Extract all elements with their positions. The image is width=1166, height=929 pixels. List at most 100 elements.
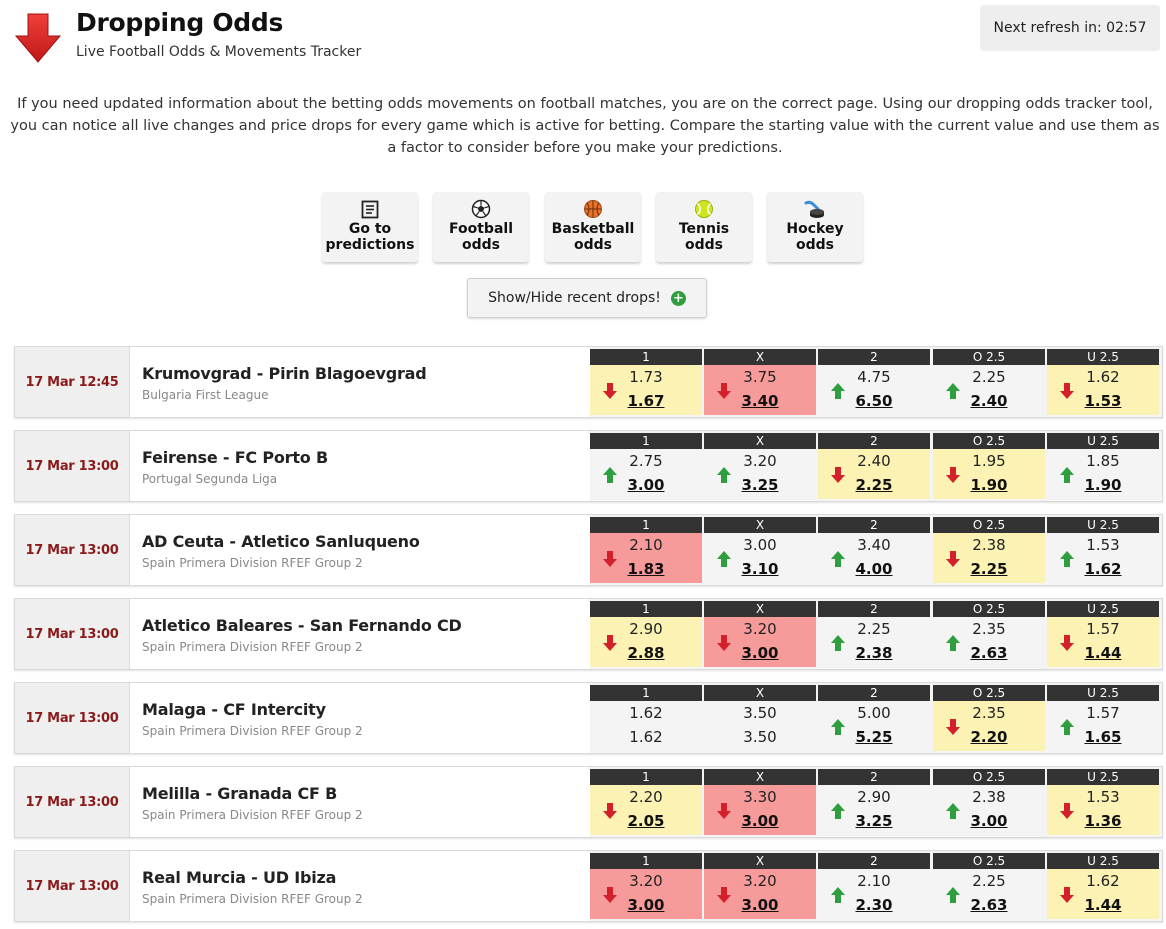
- odds-cell[interactable]: 1 2.20 2.05: [590, 769, 702, 835]
- odds-cell[interactable]: X 3.20 3.00: [704, 853, 816, 919]
- odds-cell[interactable]: O 2.5 2.25 2.63: [933, 853, 1045, 919]
- match-teams[interactable]: Feirense - FC Porto B: [142, 448, 328, 467]
- current-odds[interactable]: 4.00: [855, 560, 893, 578]
- odds-cell[interactable]: 1 1.62 1.62: [590, 685, 702, 751]
- basketball-odds-button[interactable]: Basketball odds: [545, 192, 641, 262]
- current-odds[interactable]: 3.50: [743, 728, 777, 746]
- current-odds[interactable]: 5.25: [855, 728, 893, 746]
- current-odds[interactable]: 2.38: [855, 644, 893, 662]
- odds-cell[interactable]: U 2.5 1.62 1.53: [1047, 349, 1159, 415]
- current-odds[interactable]: 3.00: [627, 896, 665, 914]
- current-odds[interactable]: 3.00: [627, 476, 665, 494]
- odds-cell[interactable]: O 2.5 2.35 2.20: [933, 685, 1045, 751]
- current-odds[interactable]: 1.83: [627, 560, 665, 578]
- odds-market-header: U 2.5: [1047, 601, 1159, 617]
- odds-market-header: 2: [818, 517, 930, 533]
- go-to-predictions-button[interactable]: Go to predictions: [322, 192, 418, 262]
- match-row[interactable]: 17 Mar 13:00 Atletico Baleares - San Fern…: [14, 598, 1163, 670]
- odds-cell[interactable]: X 3.20 3.00: [704, 601, 816, 667]
- football-odds-button[interactable]: Football odds: [433, 192, 529, 262]
- current-odds[interactable]: 2.20: [970, 728, 1008, 746]
- current-odds[interactable]: 1.62: [629, 728, 663, 746]
- match-teams[interactable]: Krumovgrad - Pirin Blagoevgrad: [142, 364, 427, 383]
- current-odds[interactable]: 2.25: [970, 560, 1008, 578]
- match-row[interactable]: 17 Mar 13:00 Feirense - FC Porto B Portuga…: [14, 430, 1163, 502]
- match-teams[interactable]: Malaga - CF Intercity: [142, 700, 326, 719]
- show-hide-recent-drops-button[interactable]: Show/Hide recent drops! +: [467, 278, 707, 318]
- odds-cell[interactable]: U 2.5 1.53 1.36: [1047, 769, 1159, 835]
- odds-up-arrow-icon: [603, 467, 617, 483]
- odds-cell[interactable]: 2 2.40 2.25: [818, 433, 930, 499]
- match-row[interactable]: 17 Mar 13:00 Real Murcia - UD Ibiza Spain …: [14, 850, 1163, 922]
- odds-cell[interactable]: O 2.5 2.25 2.40: [933, 349, 1045, 415]
- odds-cell[interactable]: 2 5.00 5.25: [818, 685, 930, 751]
- current-odds[interactable]: 1.44: [1084, 644, 1122, 662]
- odds-cell[interactable]: 2 2.10 2.30: [818, 853, 930, 919]
- current-odds[interactable]: 1.44: [1084, 896, 1122, 914]
- current-odds[interactable]: 3.10: [741, 560, 779, 578]
- odds-cell[interactable]: 1 2.75 3.00: [590, 433, 702, 499]
- current-odds[interactable]: 1.36: [1084, 812, 1122, 830]
- match-teams[interactable]: Melilla - Granada CF B: [142, 784, 338, 803]
- odds-market-header: 1: [590, 349, 702, 365]
- current-odds[interactable]: 3.00: [741, 812, 779, 830]
- odds-cell[interactable]: 1 1.73 1.67: [590, 349, 702, 415]
- odds-cell[interactable]: X 3.00 3.10: [704, 517, 816, 583]
- current-odds[interactable]: 2.40: [970, 392, 1008, 410]
- match-row[interactable]: 17 Mar 12:45 Krumovgrad - Pirin Blagoevgr…: [14, 346, 1163, 418]
- current-odds[interactable]: 6.50: [855, 392, 893, 410]
- current-odds[interactable]: 1.67: [627, 392, 665, 410]
- match-teams[interactable]: Real Murcia - UD Ibiza: [142, 868, 337, 887]
- current-odds[interactable]: 1.90: [970, 476, 1008, 494]
- current-odds[interactable]: 2.63: [970, 644, 1008, 662]
- match-row[interactable]: 17 Mar 13:00 Melilla - Granada CF B Spain …: [14, 766, 1163, 838]
- odds-up-arrow-icon: [831, 803, 845, 819]
- current-odds[interactable]: 1.65: [1084, 728, 1122, 746]
- odds-cell[interactable]: U 2.5 1.62 1.44: [1047, 853, 1159, 919]
- odds-cell[interactable]: O 2.5 2.38 3.00: [933, 769, 1045, 835]
- odds-cell[interactable]: U 2.5 1.85 1.90: [1047, 433, 1159, 499]
- odds-cell[interactable]: U 2.5 1.53 1.62: [1047, 517, 1159, 583]
- current-odds[interactable]: 3.00: [970, 812, 1008, 830]
- current-odds[interactable]: 2.88: [627, 644, 665, 662]
- basketball-icon: [582, 198, 604, 220]
- odds-cell[interactable]: 1 2.10 1.83: [590, 517, 702, 583]
- match-teams[interactable]: AD Ceuta - Atletico Sanluqueno: [142, 532, 420, 551]
- odds-cell[interactable]: X 3.20 3.25: [704, 433, 816, 499]
- odds-cell[interactable]: 2 4.75 6.50: [818, 349, 930, 415]
- match-row[interactable]: 17 Mar 13:00 Malaga - CF Intercity Spain P…: [14, 682, 1163, 754]
- odds-cell[interactable]: 2 3.40 4.00: [818, 517, 930, 583]
- odds-cell[interactable]: X 3.30 3.00: [704, 769, 816, 835]
- current-odds[interactable]: 3.40: [741, 392, 779, 410]
- current-odds[interactable]: 2.30: [855, 896, 893, 914]
- odds-cell[interactable]: O 2.5 2.38 2.25: [933, 517, 1045, 583]
- match-teams[interactable]: Atletico Baleares - San Fernando CD: [142, 616, 462, 635]
- match-row[interactable]: 17 Mar 13:00 AD Ceuta - Atletico Sanluque…: [14, 514, 1163, 586]
- odds-cell[interactable]: 2 2.90 3.25: [818, 769, 930, 835]
- current-odds[interactable]: 1.90: [1084, 476, 1122, 494]
- odds-market-header: O 2.5: [933, 853, 1045, 869]
- current-odds[interactable]: 3.00: [741, 644, 779, 662]
- odds-cell[interactable]: U 2.5 1.57 1.65: [1047, 685, 1159, 751]
- opening-odds: 3.00: [743, 536, 777, 554]
- tennis-odds-button[interactable]: Tennis odds: [656, 192, 752, 262]
- current-odds[interactable]: 2.05: [627, 812, 665, 830]
- current-odds[interactable]: 3.25: [855, 812, 893, 830]
- odds-cell[interactable]: 1 3.20 3.00: [590, 853, 702, 919]
- odds-market-header: 1: [590, 517, 702, 533]
- odds-cell[interactable]: U 2.5 1.57 1.44: [1047, 601, 1159, 667]
- odds-cell[interactable]: 1 2.90 2.88: [590, 601, 702, 667]
- current-odds[interactable]: 1.53: [1084, 392, 1122, 410]
- odds-cell[interactable]: O 2.5 2.35 2.63: [933, 601, 1045, 667]
- odds-up-arrow-icon: [1060, 467, 1074, 483]
- odds-cell[interactable]: X 3.50 3.50: [704, 685, 816, 751]
- current-odds[interactable]: 1.62: [1084, 560, 1122, 578]
- current-odds[interactable]: 2.25: [855, 476, 893, 494]
- hockey-odds-button[interactable]: Hockey odds: [767, 192, 863, 262]
- current-odds[interactable]: 3.00: [741, 896, 779, 914]
- current-odds[interactable]: 2.63: [970, 896, 1008, 914]
- odds-cell[interactable]: O 2.5 1.95 1.90: [933, 433, 1045, 499]
- odds-cell[interactable]: X 3.75 3.40: [704, 349, 816, 415]
- odds-cell[interactable]: 2 2.25 2.38: [818, 601, 930, 667]
- current-odds[interactable]: 3.25: [741, 476, 779, 494]
